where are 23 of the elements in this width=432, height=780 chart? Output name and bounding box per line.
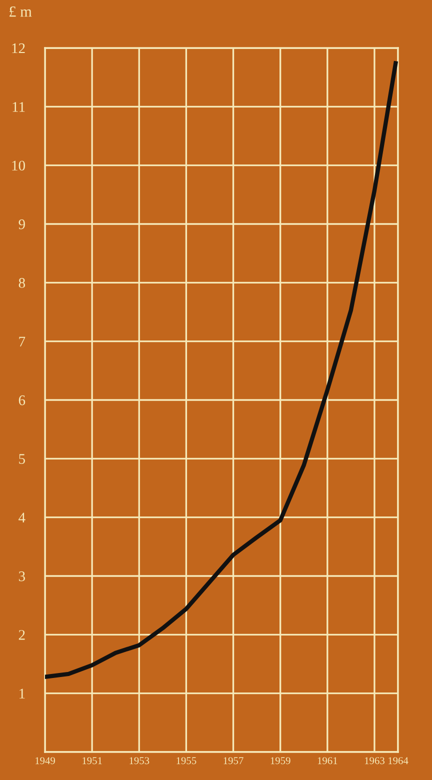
y-tick-label: 3 xyxy=(18,571,25,582)
x-tick-label: 1961 xyxy=(318,757,338,764)
y-tick-label: 5 xyxy=(19,454,25,464)
line-series xyxy=(45,61,398,679)
x-tick-label: 1955 xyxy=(176,757,196,764)
y-tick-label: 7 xyxy=(19,336,26,346)
x-tick-label: 1949 xyxy=(36,757,55,764)
y-axis-title: £ m xyxy=(10,6,32,17)
x-tick-label: 1963 xyxy=(364,757,384,764)
y-tick-label: 9 xyxy=(18,219,25,230)
x-tick-label: 1964 xyxy=(388,757,408,764)
x-tick-label: 1957 xyxy=(224,757,244,764)
x-tick-label: 1953 xyxy=(130,757,150,764)
y-tick-label: 10 xyxy=(12,160,25,171)
y-tick-label: 12 xyxy=(12,43,25,54)
y-tick-label: 1 xyxy=(20,688,25,698)
y-tick-label: 8 xyxy=(18,278,25,288)
y-tick-label: 6 xyxy=(18,395,26,406)
y-tick-label: 4 xyxy=(18,512,26,522)
y-tick-label: 2 xyxy=(18,630,25,640)
x-tick-label: 1951 xyxy=(82,757,102,764)
y-tick-label: 11 xyxy=(12,102,25,112)
x-tick-label: 1959 xyxy=(270,757,290,764)
